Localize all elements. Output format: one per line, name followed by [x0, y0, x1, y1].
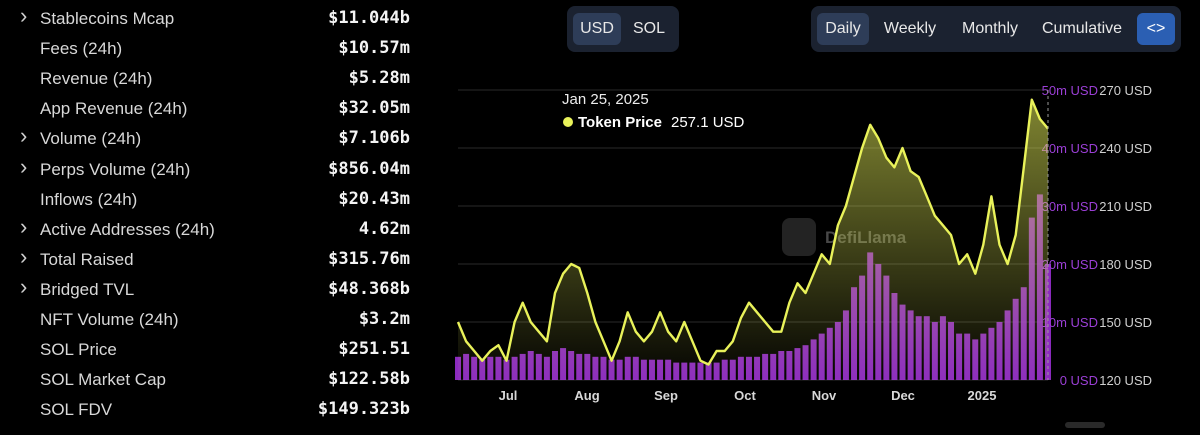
x-axis-tick: 2025	[968, 388, 997, 403]
tooltip-series-name: Token Price	[578, 114, 662, 131]
metric-row: NFT Volume (24h) $3.2m	[20, 307, 410, 335]
metric-value: $251.51	[338, 339, 410, 360]
metric-row[interactable]: › Volume (24h) $7.106b	[20, 123, 410, 154]
price-line	[456, 98, 1049, 366]
metric-label: Inflows (24h)	[40, 189, 138, 209]
right-axis-tick: 150 USD	[1099, 315, 1152, 330]
metric-label: Total Raised	[40, 249, 134, 269]
metric-row[interactable]: › Bridged TVL $48.368b	[20, 273, 410, 305]
metric-label: Fees (24h)	[40, 39, 123, 59]
right-axis-tick: 270 USD	[1099, 83, 1152, 98]
metric-value: $20.43m	[338, 188, 410, 209]
metric-label: SOL Price	[40, 340, 117, 360]
tooltip-date: Jan 25, 2025	[562, 91, 649, 108]
x-axis-tick: Oct	[734, 388, 756, 403]
left-axis-tick: 10m USD	[1042, 315, 1098, 330]
metric-row[interactable]: › Total Raised $315.76m	[20, 243, 410, 275]
right-axis-tick: 240 USD	[1099, 141, 1152, 156]
chevron-right-icon[interactable]: ›	[20, 243, 28, 269]
weekly-button[interactable]: Weekly	[883, 20, 937, 37]
chevron-right-icon[interactable]: ›	[20, 213, 28, 239]
x-axis-tick: Sep	[654, 388, 678, 403]
metric-row: SOL FDV $149.323b	[20, 397, 410, 425]
metrics-panel: › Stablecoins Mcap $11.044b Fees (24h) $10.5…	[0, 0, 420, 435]
metric-value: $11.044b	[328, 8, 410, 28]
metric-value: $315.76m	[328, 248, 410, 269]
chevron-right-icon[interactable]: ›	[20, 123, 28, 149]
metric-label: Bridged TVL	[40, 279, 135, 299]
left-axis-tick: 0 USD	[1060, 373, 1098, 388]
metric-label: Perps Volume (24h)	[40, 159, 191, 179]
tooltip-series-dot	[563, 117, 573, 127]
right-axis-tick: 180 USD	[1099, 257, 1152, 272]
metric-row[interactable]: › Active Addresses (24h) 4.62m	[20, 213, 410, 245]
metric-value: 4.62m	[358, 218, 410, 239]
metric-value: $122.58b	[328, 369, 410, 390]
right-axis-tick: 120 USD	[1099, 373, 1152, 388]
metric-row: Fees (24h) $10.57m	[20, 36, 410, 64]
x-axis-tick: Dec	[891, 388, 915, 403]
price-area	[458, 99, 1048, 380]
metric-label: Revenue (24h)	[40, 69, 153, 89]
tooltip-value: 257.1 USD	[671, 114, 745, 131]
metric-label: Volume (24h)	[40, 129, 142, 149]
chevron-right-icon[interactable]: ›	[20, 273, 28, 299]
left-axis-tick: 50m USD	[1042, 83, 1098, 98]
monthly-button[interactable]: Monthly	[961, 20, 1019, 37]
metric-row: SOL Market Cap $122.58b	[20, 367, 410, 395]
currency-toggle: USD SOL	[567, 6, 679, 52]
cumulative-button[interactable]: Cumulative	[1041, 20, 1123, 37]
metric-row: Revenue (24h) $5.28m	[20, 66, 410, 94]
daily-button[interactable]: Daily	[817, 13, 869, 45]
chart-scrollbar[interactable]	[1065, 422, 1105, 428]
metric-value: $32.05m	[338, 98, 410, 119]
code-brackets-icon[interactable]: <>	[1137, 13, 1175, 45]
sol-toggle-button[interactable]: SOL	[632, 20, 665, 37]
metric-label: App Revenue (24h)	[40, 99, 188, 119]
defillama-logo	[782, 218, 816, 256]
x-axis-tick: Jul	[499, 388, 518, 403]
metric-row[interactable]: › Stablecoins Mcap $11.044b	[20, 3, 410, 34]
metric-label: SOL Market Cap	[40, 370, 166, 390]
metric-label: Stablecoins Mcap	[40, 9, 175, 28]
metric-row: Inflows (24h) $20.43m	[20, 187, 410, 215]
usd-toggle-button[interactable]: USD	[573, 13, 621, 45]
metric-value: $10.57m	[338, 38, 410, 59]
metric-row: App Revenue (24h) $32.05m	[20, 96, 410, 124]
metric-value: $856.04m	[328, 158, 410, 179]
metric-row[interactable]: › Perps Volume (24h) $856.04m	[20, 153, 410, 185]
right-axis-tick: 210 USD	[1099, 199, 1152, 214]
metric-value: $7.106b	[338, 128, 410, 149]
chevron-right-icon[interactable]: ›	[20, 3, 28, 28]
metric-value: $149.323b	[317, 399, 410, 420]
price-volume-chart: 0 USD 120 USD 10m USD 150 USD 20m USD 180 USD…	[455, 83, 1152, 403]
left-axis-tick: 20m USD	[1042, 257, 1098, 272]
metric-value: $3.2m	[358, 309, 410, 329]
metric-label: NFT Volume (24h)	[40, 310, 179, 329]
x-axis-tick: Aug	[574, 388, 599, 403]
metric-label: Active Addresses (24h)	[40, 219, 215, 239]
left-axis-tick: 40m USD	[1042, 141, 1098, 156]
metric-value: $48.368b	[328, 278, 410, 299]
metric-row: SOL Price $251.51	[20, 337, 410, 365]
metric-label: SOL FDV	[40, 400, 113, 420]
period-toggle: Daily Weekly Monthly Cumulative <>	[811, 6, 1181, 52]
metric-value: $5.28m	[348, 68, 410, 89]
x-axis-tick: Nov	[812, 388, 837, 403]
chevron-right-icon[interactable]: ›	[20, 153, 28, 179]
left-axis-tick: 30m USD	[1042, 199, 1098, 214]
